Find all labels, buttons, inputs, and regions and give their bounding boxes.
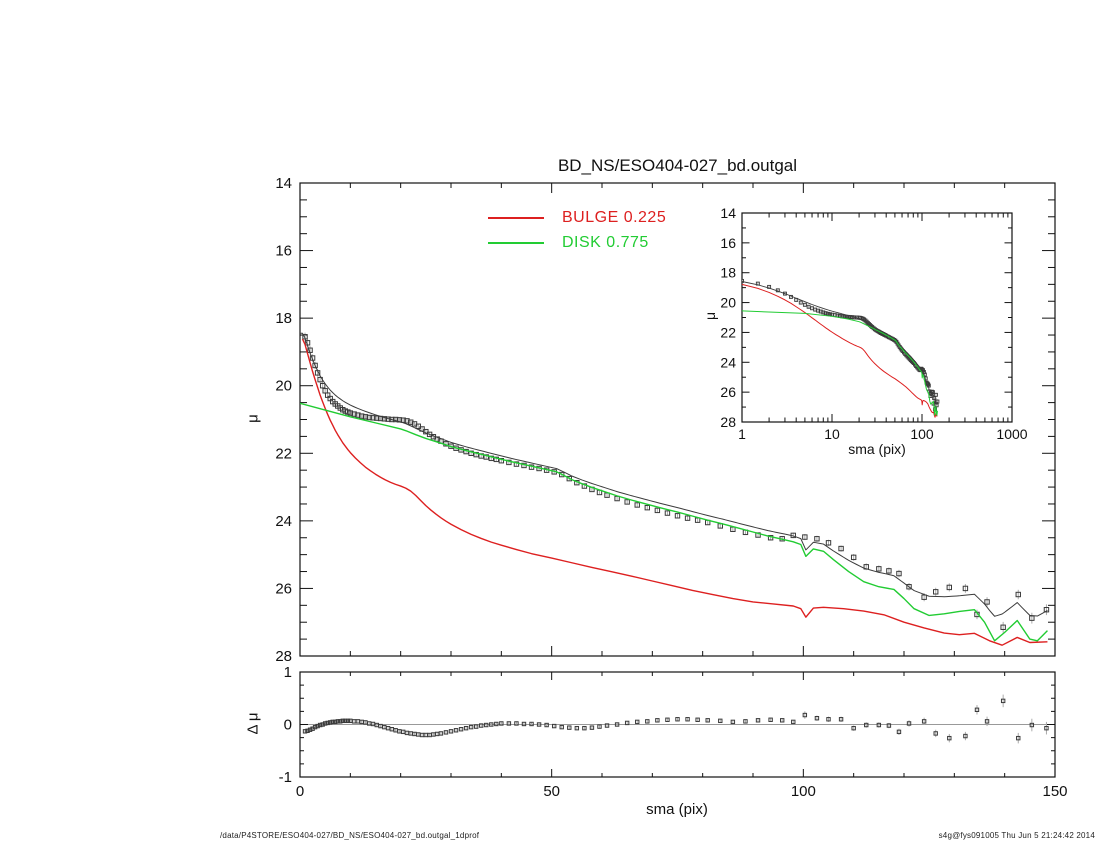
footer-file-path: /data/P4STORE/ESO404-027/BD_NS/ESO404-02… <box>220 831 480 840</box>
svg-text:24: 24 <box>720 354 736 370</box>
inset-disk-line <box>742 310 938 416</box>
main-total-model-line <box>300 332 1048 617</box>
svg-text:20: 20 <box>275 378 292 395</box>
disk-legend-label: DISK 0.775 <box>562 234 649 251</box>
main-errorbars <box>304 332 1047 633</box>
main-panel: 14 16 18 20 22 24 26 28 <box>275 175 1056 665</box>
residual-data-points <box>302 698 1049 741</box>
svg-text:0: 0 <box>296 783 304 800</box>
svg-text:26: 26 <box>275 580 292 597</box>
svg-text:0: 0 <box>284 717 292 734</box>
footer-user-timestamp: s4g@fys091005 Thu Jun 5 21:24:42 2014 <box>938 831 1095 840</box>
svg-text:22: 22 <box>720 324 736 340</box>
svg-text:16: 16 <box>720 235 736 251</box>
svg-text:14: 14 <box>720 205 736 221</box>
svg-text:100: 100 <box>791 783 816 800</box>
svg-text:22: 22 <box>275 445 292 462</box>
svg-text:10: 10 <box>824 426 840 442</box>
svg-text:150: 150 <box>1042 783 1067 800</box>
inset-y-axis-title: μ <box>702 311 718 321</box>
svg-text:18: 18 <box>275 310 292 327</box>
svg-text:18: 18 <box>720 265 736 281</box>
inset-total-model-line <box>742 281 938 405</box>
svg-text:20: 20 <box>720 295 736 311</box>
main-data-points <box>302 334 1050 630</box>
inset-bulge-line <box>742 283 938 418</box>
svg-text:28: 28 <box>720 414 736 430</box>
inset-errorbars <box>742 279 938 412</box>
inset-panel: 1 10 100 1000 14 16 18 20 22 24 26 28 <box>720 205 1027 442</box>
svg-text:24: 24 <box>275 513 292 530</box>
main-disk-line <box>300 402 1048 642</box>
plot-title: BD_NS/ESO404-027_bd.outgal <box>557 156 798 175</box>
residual-y-axis-title: Δ μ <box>244 712 262 735</box>
svg-text:28: 28 <box>275 648 292 665</box>
residual-panel: 0 50 100 150-101 <box>279 664 1068 800</box>
svg-text:50: 50 <box>543 783 560 800</box>
main-bulge-line <box>301 338 1048 646</box>
svg-text:14: 14 <box>275 175 292 192</box>
inset-x-axis-title: sma (pix) <box>848 441 906 457</box>
svg-text:100: 100 <box>910 426 934 442</box>
bulge-legend-label: BULGE 0.225 <box>562 209 667 226</box>
main-y-axis-title: μ <box>244 414 262 423</box>
svg-text:-1: -1 <box>279 769 292 786</box>
x-axis-title: sma (pix) <box>646 801 708 818</box>
svg-text:1: 1 <box>284 664 292 681</box>
svg-text:1000: 1000 <box>996 426 1027 442</box>
svg-text:1: 1 <box>738 426 746 442</box>
bulge-line-swatch <box>488 217 544 219</box>
inset-data-points <box>742 278 940 412</box>
svg-text:16: 16 <box>275 243 292 260</box>
disk-line-swatch <box>488 242 544 244</box>
svg-text:26: 26 <box>720 384 736 400</box>
